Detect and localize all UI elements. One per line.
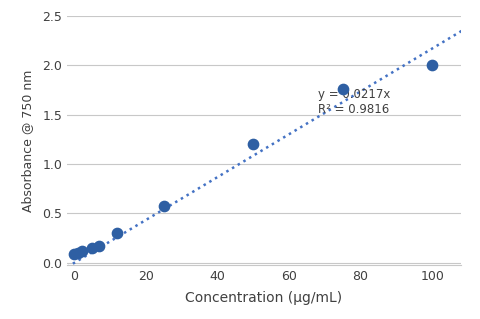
Point [428, 63, 436, 68]
Point [78, 249, 85, 254]
Point [74, 250, 82, 256]
Point [88, 245, 96, 250]
Point [113, 231, 121, 236]
X-axis label: Concentration (µg/mL): Concentration (µg/mL) [185, 291, 343, 305]
Point [250, 142, 257, 147]
Point [160, 203, 168, 208]
Point [96, 243, 103, 249]
Y-axis label: Absorbance @ 750 nm: Absorbance @ 750 nm [21, 69, 34, 211]
Text: y = 0.0217x
R² = 0.9816: y = 0.0217x R² = 0.9816 [318, 88, 390, 116]
Point [71, 251, 78, 256]
Point [339, 86, 347, 92]
